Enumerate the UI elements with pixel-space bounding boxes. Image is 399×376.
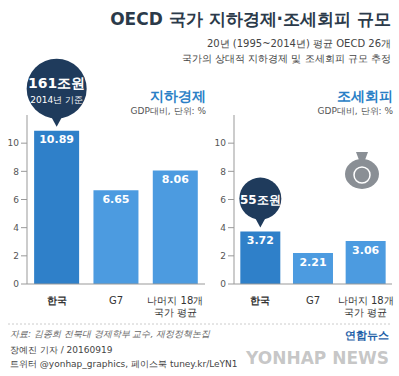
svg-text:6: 6 [220,195,226,205]
svg-text:10.89: 10.89 [39,133,74,146]
svg-text:3.06: 3.06 [352,244,379,257]
svg-text:2: 2 [220,251,226,261]
html-text:지하경제: 지하경제 [150,88,206,104]
svg-text:2: 2 [13,251,19,261]
html-text:GDP대비, 단위: %: GDP대비, 단위: % [130,106,206,116]
html-text:조세회피: 조세회피 [337,88,393,104]
html-text:장예진 기자 / 20160919: 장예진 기자 / 20160919 [10,345,113,355]
svg-text:4: 4 [220,223,226,233]
html-text:자료: 김종희 전북대 경제학부 교수, 재정정책논집: 자료: 김종희 전북대 경제학부 교수, 재정정책논집 [10,329,211,339]
svg-text:4: 4 [13,223,19,233]
html-text:국가의 상대적 지하경제 및 조세회피 규모 추정: 국가의 상대적 지하경제 및 조세회피 규모 추정 [181,53,391,64]
svg-text:한국: 한국 [47,295,67,306]
svg-text:10: 10 [8,138,20,148]
svg-text:55조원: 55조원 [240,193,281,207]
html-text:GDP대비, 단위: %: GDP대비, 단위: % [317,106,393,116]
svg-text:6.65: 6.65 [102,193,129,206]
svg-text:0: 0 [220,279,226,289]
html-text:OECD 국가 지하경제·조세회피 규모: OECD 국가 지하경제·조세회피 규모 [110,9,391,29]
svg-text:나머지 18개국가 평균: 나머지 18개국가 평균 [338,295,394,318]
svg-text:6: 6 [13,195,19,205]
svg-text:8: 8 [220,167,226,177]
html-text:트위터 @yonhap_graphics, 페이스북 tun: 트위터 @yonhap_graphics, 페이스북 tuney.kr/LeYN… [10,359,238,369]
svg-text:8: 8 [13,167,19,177]
svg-text:161조원: 161조원 [28,75,85,91]
svg-text:2.21: 2.21 [299,256,326,269]
svg-text:나머지 18개국가 평균: 나머지 18개국가 평균 [147,295,203,318]
svg-text:0: 0 [13,279,19,289]
svg-text:8.06: 8.06 [162,173,189,186]
html-text:YONHAP NEWS: YONHAP NEWS [246,348,389,368]
svg-text:G7: G7 [109,295,123,306]
svg-text:G7: G7 [306,295,320,306]
html-text:연합뉴스: 연합뉴스 [345,329,389,342]
svg-text:2014년 기준: 2014년 기준 [30,95,83,105]
svg-text:3.72: 3.72 [247,234,274,247]
html-text:20년 (1995~2014년) 평균 OECD 26개: 20년 (1995~2014년) 평균 OECD 26개 [206,38,391,49]
svg-text:10: 10 [215,138,227,148]
svg-text:한국: 한국 [250,295,270,306]
